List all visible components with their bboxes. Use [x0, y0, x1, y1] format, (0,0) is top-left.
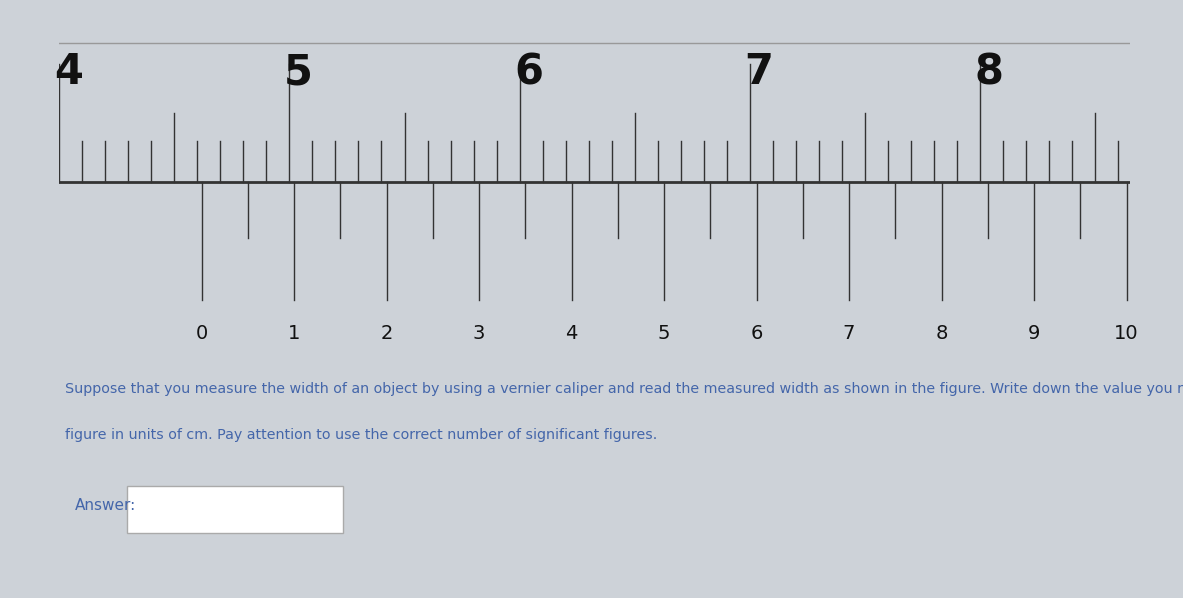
Text: 6: 6	[515, 51, 543, 93]
Text: 5: 5	[284, 51, 313, 93]
Text: 1: 1	[287, 325, 300, 343]
Text: 7: 7	[744, 51, 774, 93]
Text: 6: 6	[750, 325, 763, 343]
Text: 2: 2	[381, 325, 393, 343]
Text: 4: 4	[53, 51, 83, 93]
Text: 8: 8	[975, 51, 1003, 93]
Text: Answer:: Answer:	[75, 498, 136, 513]
Text: 0: 0	[195, 325, 208, 343]
Text: 5: 5	[658, 325, 671, 343]
Text: 10: 10	[1114, 325, 1139, 343]
Text: 4: 4	[565, 325, 577, 343]
Text: 9: 9	[1028, 325, 1040, 343]
Text: 3: 3	[473, 325, 485, 343]
FancyBboxPatch shape	[127, 486, 343, 533]
Text: figure in units of cm. Pay attention to use the correct number of significant fi: figure in units of cm. Pay attention to …	[65, 428, 657, 443]
Text: Suppose that you measure the width of an object by using a vernier caliper and r: Suppose that you measure the width of an…	[65, 382, 1183, 396]
Text: 8: 8	[936, 325, 948, 343]
Text: 7: 7	[842, 325, 855, 343]
